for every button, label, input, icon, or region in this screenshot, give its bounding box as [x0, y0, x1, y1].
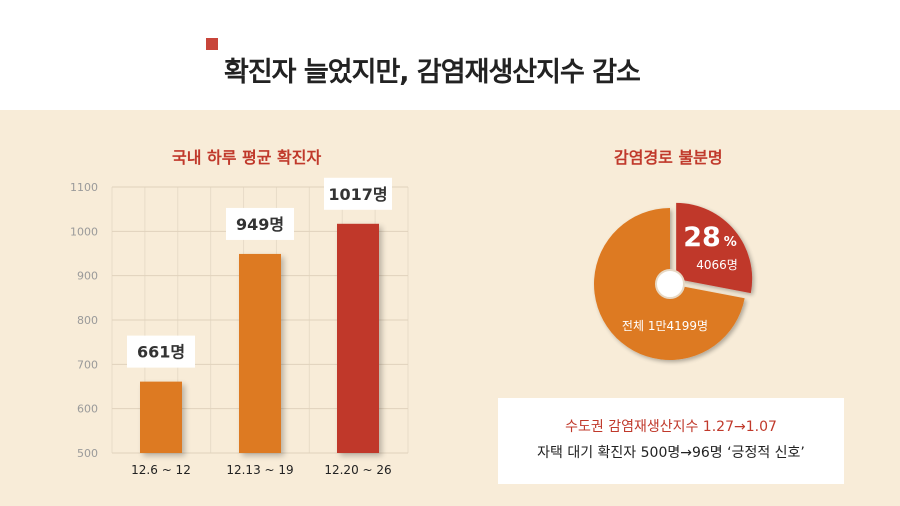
x-tick-label: 12.20 ~ 26: [324, 463, 391, 477]
info-line-2: 자택 대기 확진자 500명→96명 ‘긍정적 신호’: [537, 445, 805, 461]
pie-slice: [676, 202, 753, 294]
pie-total-label: 전체 1만4199명: [622, 319, 708, 333]
bar: [239, 253, 281, 453]
pie-chart-title: 감염경로 불분명: [614, 148, 723, 167]
value-label-box: [324, 177, 392, 210]
header: 확진자 늘었지만, 감염재생산지수 감소: [0, 0, 900, 110]
bar-chart-title: 국내 하루 평균 확진자: [172, 148, 322, 167]
data-label: 949명: [236, 215, 284, 234]
title-bullet: [206, 38, 218, 50]
data-label: 1017명: [328, 185, 387, 204]
x-tick-label: 12.13 ~ 19: [226, 463, 293, 477]
y-tick-label: 500: [77, 447, 98, 460]
y-tick-label: 800: [77, 314, 98, 327]
pie-pct-label: 28%: [683, 222, 737, 253]
y-tick-label: 600: [77, 403, 98, 416]
page-title: 확진자 늘었지만, 감염재생산지수 감소: [224, 57, 641, 88]
pie-slice-label: 4066명: [696, 258, 738, 272]
info-line-1: 수도권 감염재생산지수 1.27→1.07: [565, 419, 777, 435]
data-label: 661명: [137, 343, 185, 362]
y-tick-label: 700: [77, 358, 98, 371]
value-label-box: [127, 335, 195, 368]
value-label-box: [226, 207, 294, 240]
bar: [337, 223, 379, 453]
x-tick-label: 12.6 ~ 12: [131, 463, 191, 477]
info-box: 수도권 감염재생산지수 1.27→1.07 자택 대기 확진자 500명→96명…: [498, 398, 844, 484]
bar: [140, 381, 182, 453]
pie-center-hole: [655, 269, 685, 299]
y-tick-label: 1100: [70, 181, 98, 194]
y-tick-label: 900: [77, 270, 98, 283]
y-tick-label: 1000: [70, 225, 98, 238]
